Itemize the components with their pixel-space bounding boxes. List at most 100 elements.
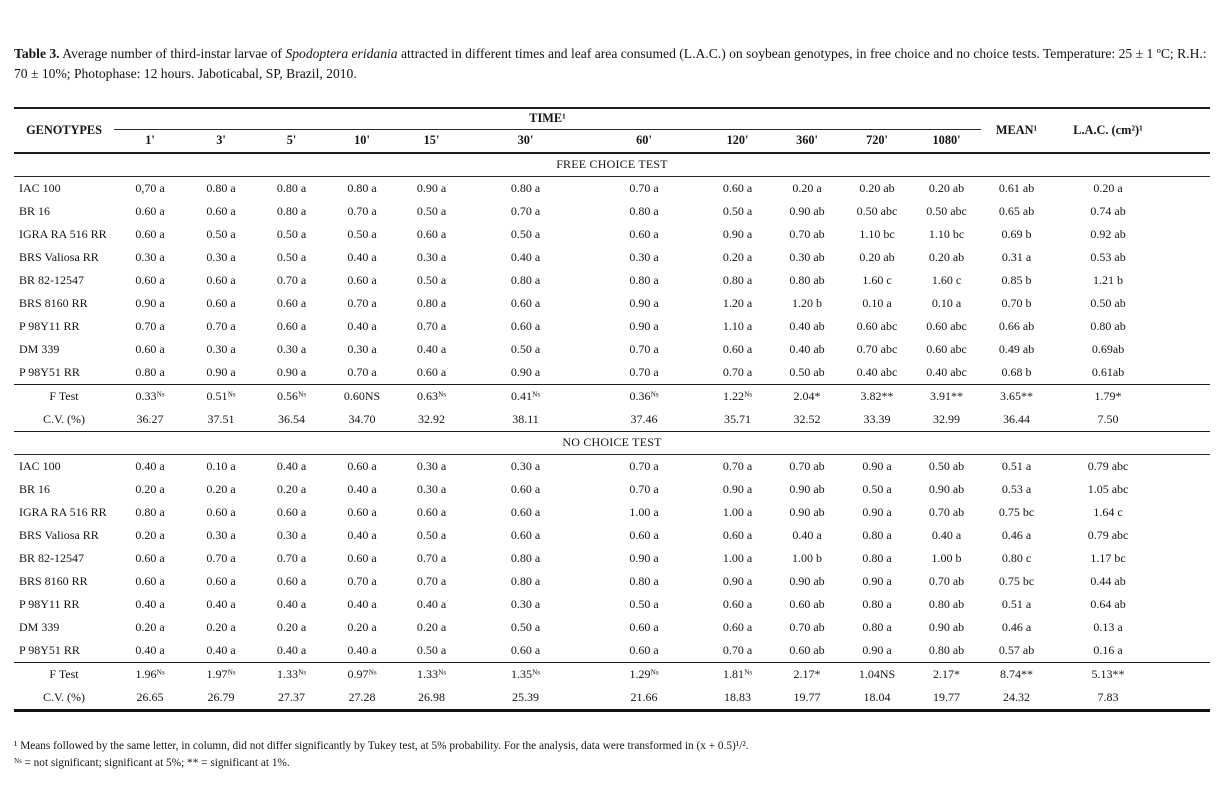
value-cell: 0.60 ab — [789, 642, 825, 657]
value-cell: 0.40 a — [347, 249, 377, 264]
value-cell: 0.80 ab — [928, 642, 965, 657]
data-table: GENOTYPES TIME¹ MEAN¹ L.A.C. (cm²)¹ 1' 3' 5' 10… — [14, 106, 1211, 712]
value-cell: 0.40 a — [347, 642, 377, 657]
genotype-name: BRS 8160 RR — [19, 295, 88, 310]
table-row: DM 339 0.20 a 0.20 a 0.20 a 0.20 a 0.20 a 0.50… — [14, 616, 1210, 639]
value-cell: 0.50 a — [722, 203, 753, 218]
table-row: P 98Y51 RR 0.40 a 0.40 a 0.40 a 0.40 a 0.50 a… — [14, 639, 1210, 663]
value-cell: 0.90 ab — [789, 573, 825, 588]
cv-row-value: 24.32 — [981, 685, 1053, 711]
value-cell: 0.30 a — [510, 596, 541, 611]
time-column-header: 60' — [585, 129, 703, 154]
section-title: FREE CHOICE TEST — [14, 152, 1211, 177]
value-cell: 0.75 bc — [998, 504, 1035, 519]
table-row: P 98Y11 RR 0.70 a 0.70 a 0.60 a 0.40 a 0.70 a… — [14, 315, 1210, 338]
value-cell: 0.13 a — [1093, 619, 1123, 634]
value-cell: 0.40 a — [931, 527, 962, 542]
value-cell: 0.60 abc — [926, 318, 967, 333]
genotype-name: P 98Y11 RR — [19, 596, 80, 611]
value-cell: 0.20 a — [416, 619, 447, 634]
value-cell: 0.85 b — [1001, 272, 1032, 287]
value-cell: 0.50 a — [416, 272, 447, 287]
value-cell: 0.40 a — [347, 481, 377, 496]
value-cell: 0.60 a — [206, 573, 236, 588]
cv-row-value: 37.46 — [585, 407, 703, 432]
value-cell: 0.10 a — [862, 295, 892, 310]
f-test-row-value: 1.81ᴺˢ — [703, 661, 772, 686]
f-test-row-value: 1.79* — [1052, 383, 1211, 408]
value-cell: 0.20 ab — [928, 249, 965, 264]
value-cell: 0.80 a — [206, 180, 236, 195]
time-group-header: TIME¹ — [114, 107, 982, 130]
value-cell: 0.50 a — [416, 527, 447, 542]
cv-row-value: 27.28 — [327, 685, 397, 711]
table-row: BR 82-12547 0.60 a 0.70 a 0.70 a 0.60 a 0.70 … — [14, 547, 1210, 570]
value-cell: 0.30 a — [629, 249, 659, 264]
value-cell: 0.60 a — [347, 458, 377, 473]
value-cell: 0.90 a — [206, 364, 236, 379]
value-cell: 0.60 a — [722, 180, 753, 195]
value-cell: 1.10 bc — [928, 226, 965, 241]
value-cell: 0.30 a — [416, 249, 447, 264]
f-test-row-value: 1.96ᴺˢ — [114, 661, 186, 686]
section-header-row: NO CHOICE TEST — [14, 431, 1211, 455]
value-cell: 0.50 abc — [926, 203, 967, 218]
value-cell: 0.40 a — [416, 596, 447, 611]
cv-row-value: 18.83 — [703, 685, 772, 711]
time-column-header: 30' — [466, 129, 585, 154]
cv-row-value: 32.92 — [397, 407, 466, 432]
value-cell: 0.70 abc — [856, 341, 898, 356]
f-test-row-label: F Test — [14, 383, 114, 408]
value-cell: 0.60 a — [276, 504, 307, 519]
value-cell: 0.57 ab — [998, 642, 1035, 657]
header-row-top: GENOTYPES TIME¹ MEAN¹ L.A.C. (cm²)¹ — [14, 107, 1211, 154]
time-column-header: 1080' — [912, 129, 982, 154]
f-test-row-value: 8.74** — [981, 661, 1053, 686]
value-cell: 0.80 a — [862, 596, 892, 611]
value-cell: 0.70 a — [206, 550, 236, 565]
value-cell: 0.40 ab — [789, 341, 825, 356]
table-row: DM 339 0.60 a 0.30 a 0.30 a 0.30 a 0.40 a 0.50… — [14, 338, 1210, 361]
section-title: NO CHOICE TEST — [14, 431, 1211, 455]
value-cell: 1.00 a — [722, 550, 753, 565]
cv-row-value: 7.50 — [1052, 407, 1211, 432]
value-cell: 0.30 a — [416, 481, 447, 496]
value-cell: 0.79 abc — [1087, 458, 1129, 473]
value-cell: 0.60 a — [629, 527, 659, 542]
value-cell: 0.69ab — [1091, 341, 1125, 356]
value-cell: 0.50 a — [276, 249, 307, 264]
value-cell: 0.69 b — [1001, 226, 1032, 241]
value-cell: 0.60 a — [276, 295, 307, 310]
value-cell: 0.80 a — [862, 619, 892, 634]
f-test-row-value: 0.36ᴺˢ — [585, 383, 703, 408]
cv-row-value: 36.27 — [114, 407, 186, 432]
value-cell: 0.40 a — [276, 642, 307, 657]
value-cell: 0.70 ab — [928, 504, 965, 519]
value-cell: 1.17 bc — [1090, 550, 1126, 565]
value-cell: 0.50 a — [510, 619, 541, 634]
genotype-name: IAC 100 — [19, 458, 61, 473]
table-row: BR 82-12547 0.60 a 0.60 a 0.70 a 0.60 a 0.50 … — [14, 269, 1210, 292]
f-test-row-value: 2.04* — [772, 383, 842, 408]
value-cell: 1.00 a — [722, 504, 753, 519]
value-cell: 0.79 abc — [1087, 527, 1129, 542]
table-row: BR 16 0.60 a 0.60 a 0.80 a 0.70 a 0.50 a 0.70 … — [14, 200, 1210, 223]
value-cell: 0.80 a — [722, 272, 753, 287]
cv-row-value: 21.66 — [585, 685, 703, 711]
value-cell: 0.30 a — [135, 249, 165, 264]
value-cell: 0.80 ab — [928, 596, 965, 611]
value-cell: 0.80 a — [510, 180, 541, 195]
value-cell: 0.60 a — [629, 642, 659, 657]
value-cell: 0.90 ab — [928, 619, 965, 634]
value-cell: 0.70 a — [629, 481, 659, 496]
value-cell: 0.50 a — [862, 481, 892, 496]
value-cell: 0.40 abc — [926, 364, 967, 379]
value-cell: 0.30 ab — [789, 249, 825, 264]
value-cell: 0.60 a — [510, 295, 541, 310]
page: Table 3. Average number of third-instar … — [14, 46, 1211, 769]
value-cell: 0.65 ab — [998, 203, 1035, 218]
time-column-header: 1' — [114, 129, 186, 154]
value-cell: 0.60 a — [416, 226, 447, 241]
value-cell: 0.70 ab — [928, 573, 965, 588]
time-column-header: 5' — [256, 129, 327, 154]
